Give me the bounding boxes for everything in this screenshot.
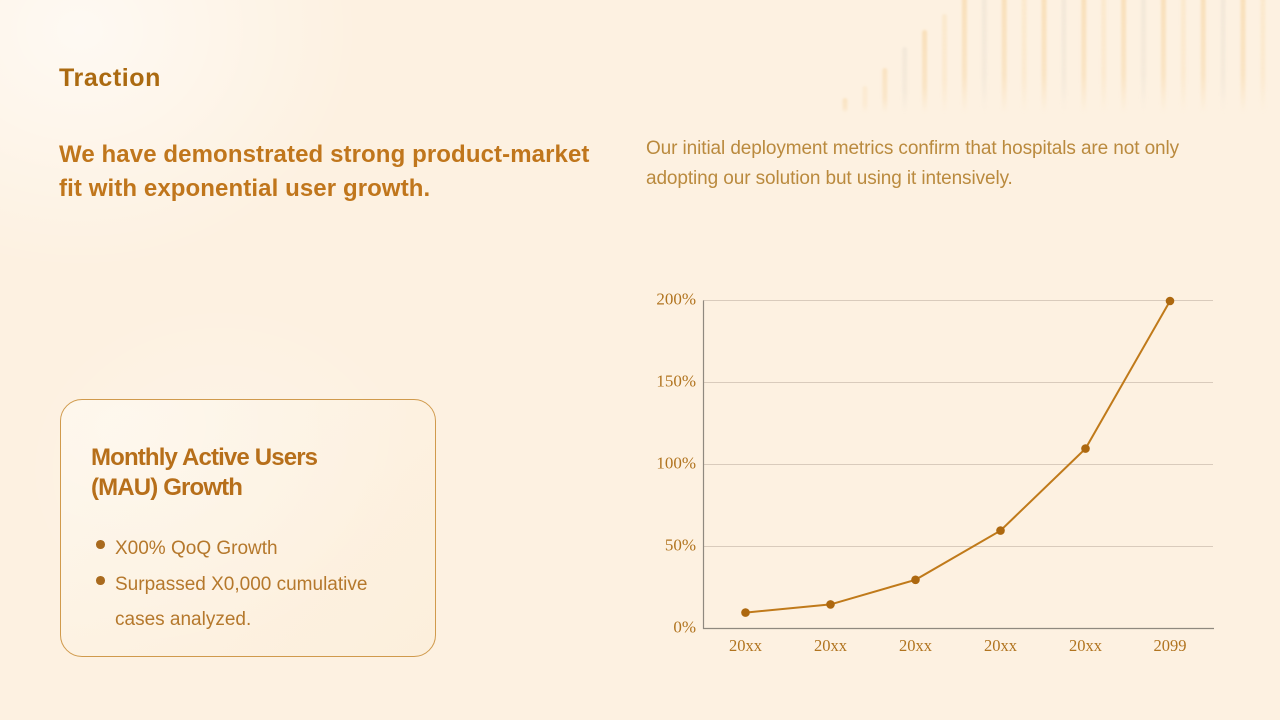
svg-text:0%: 0% [673,618,696,637]
svg-text:20xx: 20xx [729,636,763,655]
svg-text:2099: 2099 [1154,636,1187,655]
svg-text:100%: 100% [656,454,696,473]
svg-text:20xx: 20xx [984,636,1018,655]
svg-text:50%: 50% [665,536,696,555]
svg-text:20xx: 20xx [814,636,848,655]
svg-text:20xx: 20xx [899,636,933,655]
svg-text:150%: 150% [656,372,696,391]
svg-text:20xx: 20xx [1069,636,1103,655]
svg-text:200%: 200% [656,290,696,309]
